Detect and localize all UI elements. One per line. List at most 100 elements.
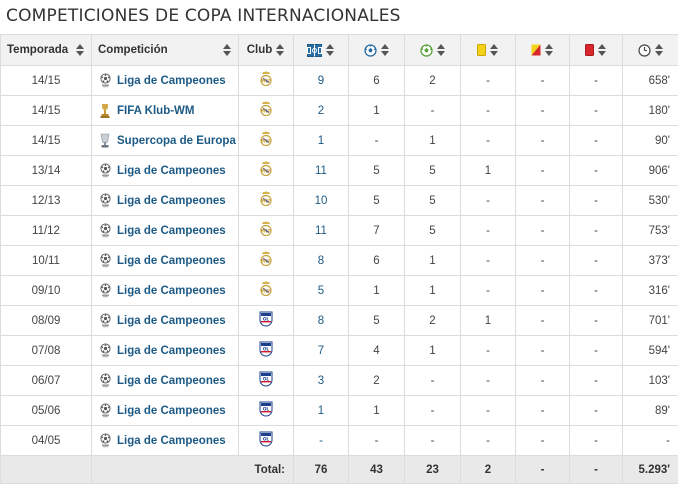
red-cards-cell: - <box>569 125 623 156</box>
competition-link[interactable]: Liga de Campeones <box>117 224 226 237</box>
competition-cell: Liga de Campeones <box>91 155 239 186</box>
sort-icon[interactable] <box>223 44 232 56</box>
competition-link[interactable]: Liga de Campeones <box>117 404 226 417</box>
table-header-row: Temporada Competición Club <box>0 34 678 66</box>
club-cell: OL <box>238 395 294 426</box>
champions-league-icon[interactable] <box>98 313 112 329</box>
header-assists[interactable] <box>404 34 461 66</box>
uefa-super-cup-icon[interactable] <box>98 133 112 149</box>
real-madrid-crest-icon[interactable]: MCF <box>258 281 274 298</box>
olympique-lyon-crest-icon[interactable]: OL <box>258 371 274 388</box>
champions-league-icon[interactable] <box>98 73 112 89</box>
season-cell: 12/13 <box>0 185 92 216</box>
season-cell: 08/09 <box>0 305 92 336</box>
competition-link[interactable]: Liga de Campeones <box>117 164 226 177</box>
header-competition[interactable]: Competición <box>91 34 239 66</box>
header-appearances[interactable] <box>293 34 349 66</box>
champions-league-icon[interactable] <box>98 253 112 269</box>
sort-icon[interactable] <box>490 44 499 56</box>
champions-league-icon[interactable] <box>98 403 112 419</box>
real-madrid-crest-icon[interactable]: MCF <box>258 131 274 148</box>
red-cards-cell: - <box>569 305 623 336</box>
appearances-link[interactable]: 11 <box>315 164 327 177</box>
competition-link[interactable]: Liga de Campeones <box>117 344 226 357</box>
appearances-link[interactable]: 10 <box>314 194 328 207</box>
second-yellow-cell: - <box>515 185 570 216</box>
competition-link[interactable]: Supercopa de Europa <box>117 134 236 147</box>
competition-link[interactable]: Liga de Campeones <box>117 434 226 447</box>
header-goals[interactable] <box>348 34 405 66</box>
goals-cell: 4 <box>348 335 405 366</box>
red-cards-cell: - <box>569 395 623 426</box>
appearances-link[interactable]: 7 <box>317 344 325 357</box>
minutes-cell: 753' <box>622 215 678 246</box>
season-cell: 10/11 <box>0 245 92 276</box>
sort-icon[interactable] <box>276 44 285 56</box>
season-cell: 13/14 <box>0 155 92 186</box>
real-madrid-crest-icon[interactable]: MCF <box>258 161 274 178</box>
sort-icon[interactable] <box>436 44 446 56</box>
sort-icon[interactable] <box>380 44 390 56</box>
competition-link[interactable]: Liga de Campeones <box>117 254 226 267</box>
champions-league-icon[interactable] <box>98 433 112 449</box>
competition-cell: Liga de Campeones <box>91 65 239 96</box>
competition-link[interactable]: Liga de Campeones <box>117 194 226 207</box>
appearances-link[interactable]: - <box>319 434 323 447</box>
header-second-yellow[interactable] <box>515 34 570 66</box>
goals-cell: 7 <box>348 215 405 246</box>
appearances-link[interactable]: 11 <box>315 224 327 237</box>
champions-league-icon[interactable] <box>98 223 112 239</box>
olympique-lyon-crest-icon[interactable]: OL <box>258 401 274 418</box>
competition-link[interactable]: Liga de Campeones <box>117 284 226 297</box>
header-club[interactable]: Club <box>238 34 294 66</box>
header-red-cards[interactable] <box>569 34 623 66</box>
assists-cell: 1 <box>404 275 461 306</box>
real-madrid-crest-icon[interactable]: MCF <box>258 221 274 238</box>
competition-link[interactable]: Liga de Campeones <box>117 314 226 327</box>
champions-league-icon[interactable] <box>98 343 112 359</box>
competition-link[interactable]: FIFA Klub-WM <box>117 104 195 117</box>
appearances-link[interactable]: 3 <box>317 374 325 387</box>
real-madrid-crest-icon[interactable]: MCF <box>258 191 274 208</box>
real-madrid-crest-icon[interactable]: MCF <box>258 251 274 268</box>
appearances-link[interactable]: 8 <box>317 314 325 327</box>
olympique-lyon-crest-icon[interactable]: OL <box>258 341 274 358</box>
appearances-cell: 11 <box>293 215 349 246</box>
season-cell: 14/15 <box>0 95 92 126</box>
champions-league-icon[interactable] <box>98 373 112 389</box>
sort-icon[interactable] <box>598 44 607 56</box>
real-madrid-crest-icon[interactable]: MCF <box>258 71 274 88</box>
club-world-cup-trophy-icon[interactable] <box>98 103 112 119</box>
sort-icon[interactable] <box>545 44 554 56</box>
sort-icon[interactable] <box>76 44 85 56</box>
season-cell: 05/06 <box>0 395 92 426</box>
appearances-cell: 3 <box>293 365 349 396</box>
second-yellow-cell: - <box>515 305 570 336</box>
appearances-link[interactable]: 5 <box>317 284 325 297</box>
champions-league-icon[interactable] <box>98 283 112 299</box>
olympique-lyon-crest-icon[interactable]: OL <box>258 431 274 448</box>
sort-icon[interactable] <box>326 44 335 56</box>
olympique-lyon-crest-icon[interactable]: OL <box>258 311 274 328</box>
red-cards-cell: - <box>569 185 623 216</box>
competition-link[interactable]: Liga de Campeones <box>117 374 226 387</box>
appearances-cell: 8 <box>293 305 349 336</box>
appearances-link[interactable]: 2 <box>317 104 325 117</box>
appearances-link[interactable]: 1 <box>317 134 325 147</box>
competition-link[interactable]: Liga de Campeones <box>117 74 226 87</box>
red-cards-cell: - <box>569 275 623 306</box>
header-season[interactable]: Temporada <box>0 34 92 66</box>
red-cards-cell: - <box>569 425 623 456</box>
appearances-link[interactable]: 8 <box>317 254 325 267</box>
champions-league-icon[interactable] <box>98 193 112 209</box>
yellow-cards-cell: 1 <box>460 155 516 186</box>
appearances-link[interactable]: 9 <box>317 74 325 87</box>
red-cards-cell: - <box>569 245 623 276</box>
champions-league-icon[interactable] <box>98 163 112 179</box>
header-minutes[interactable] <box>622 34 678 66</box>
sort-icon[interactable] <box>654 44 664 56</box>
appearances-link[interactable]: 1 <box>317 404 325 417</box>
header-yellow-cards[interactable] <box>460 34 516 66</box>
table-row: 12/13 Liga de Campeones MCF 10 5 5- - -530' <box>0 185 678 216</box>
real-madrid-crest-icon[interactable]: MCF <box>258 101 274 118</box>
